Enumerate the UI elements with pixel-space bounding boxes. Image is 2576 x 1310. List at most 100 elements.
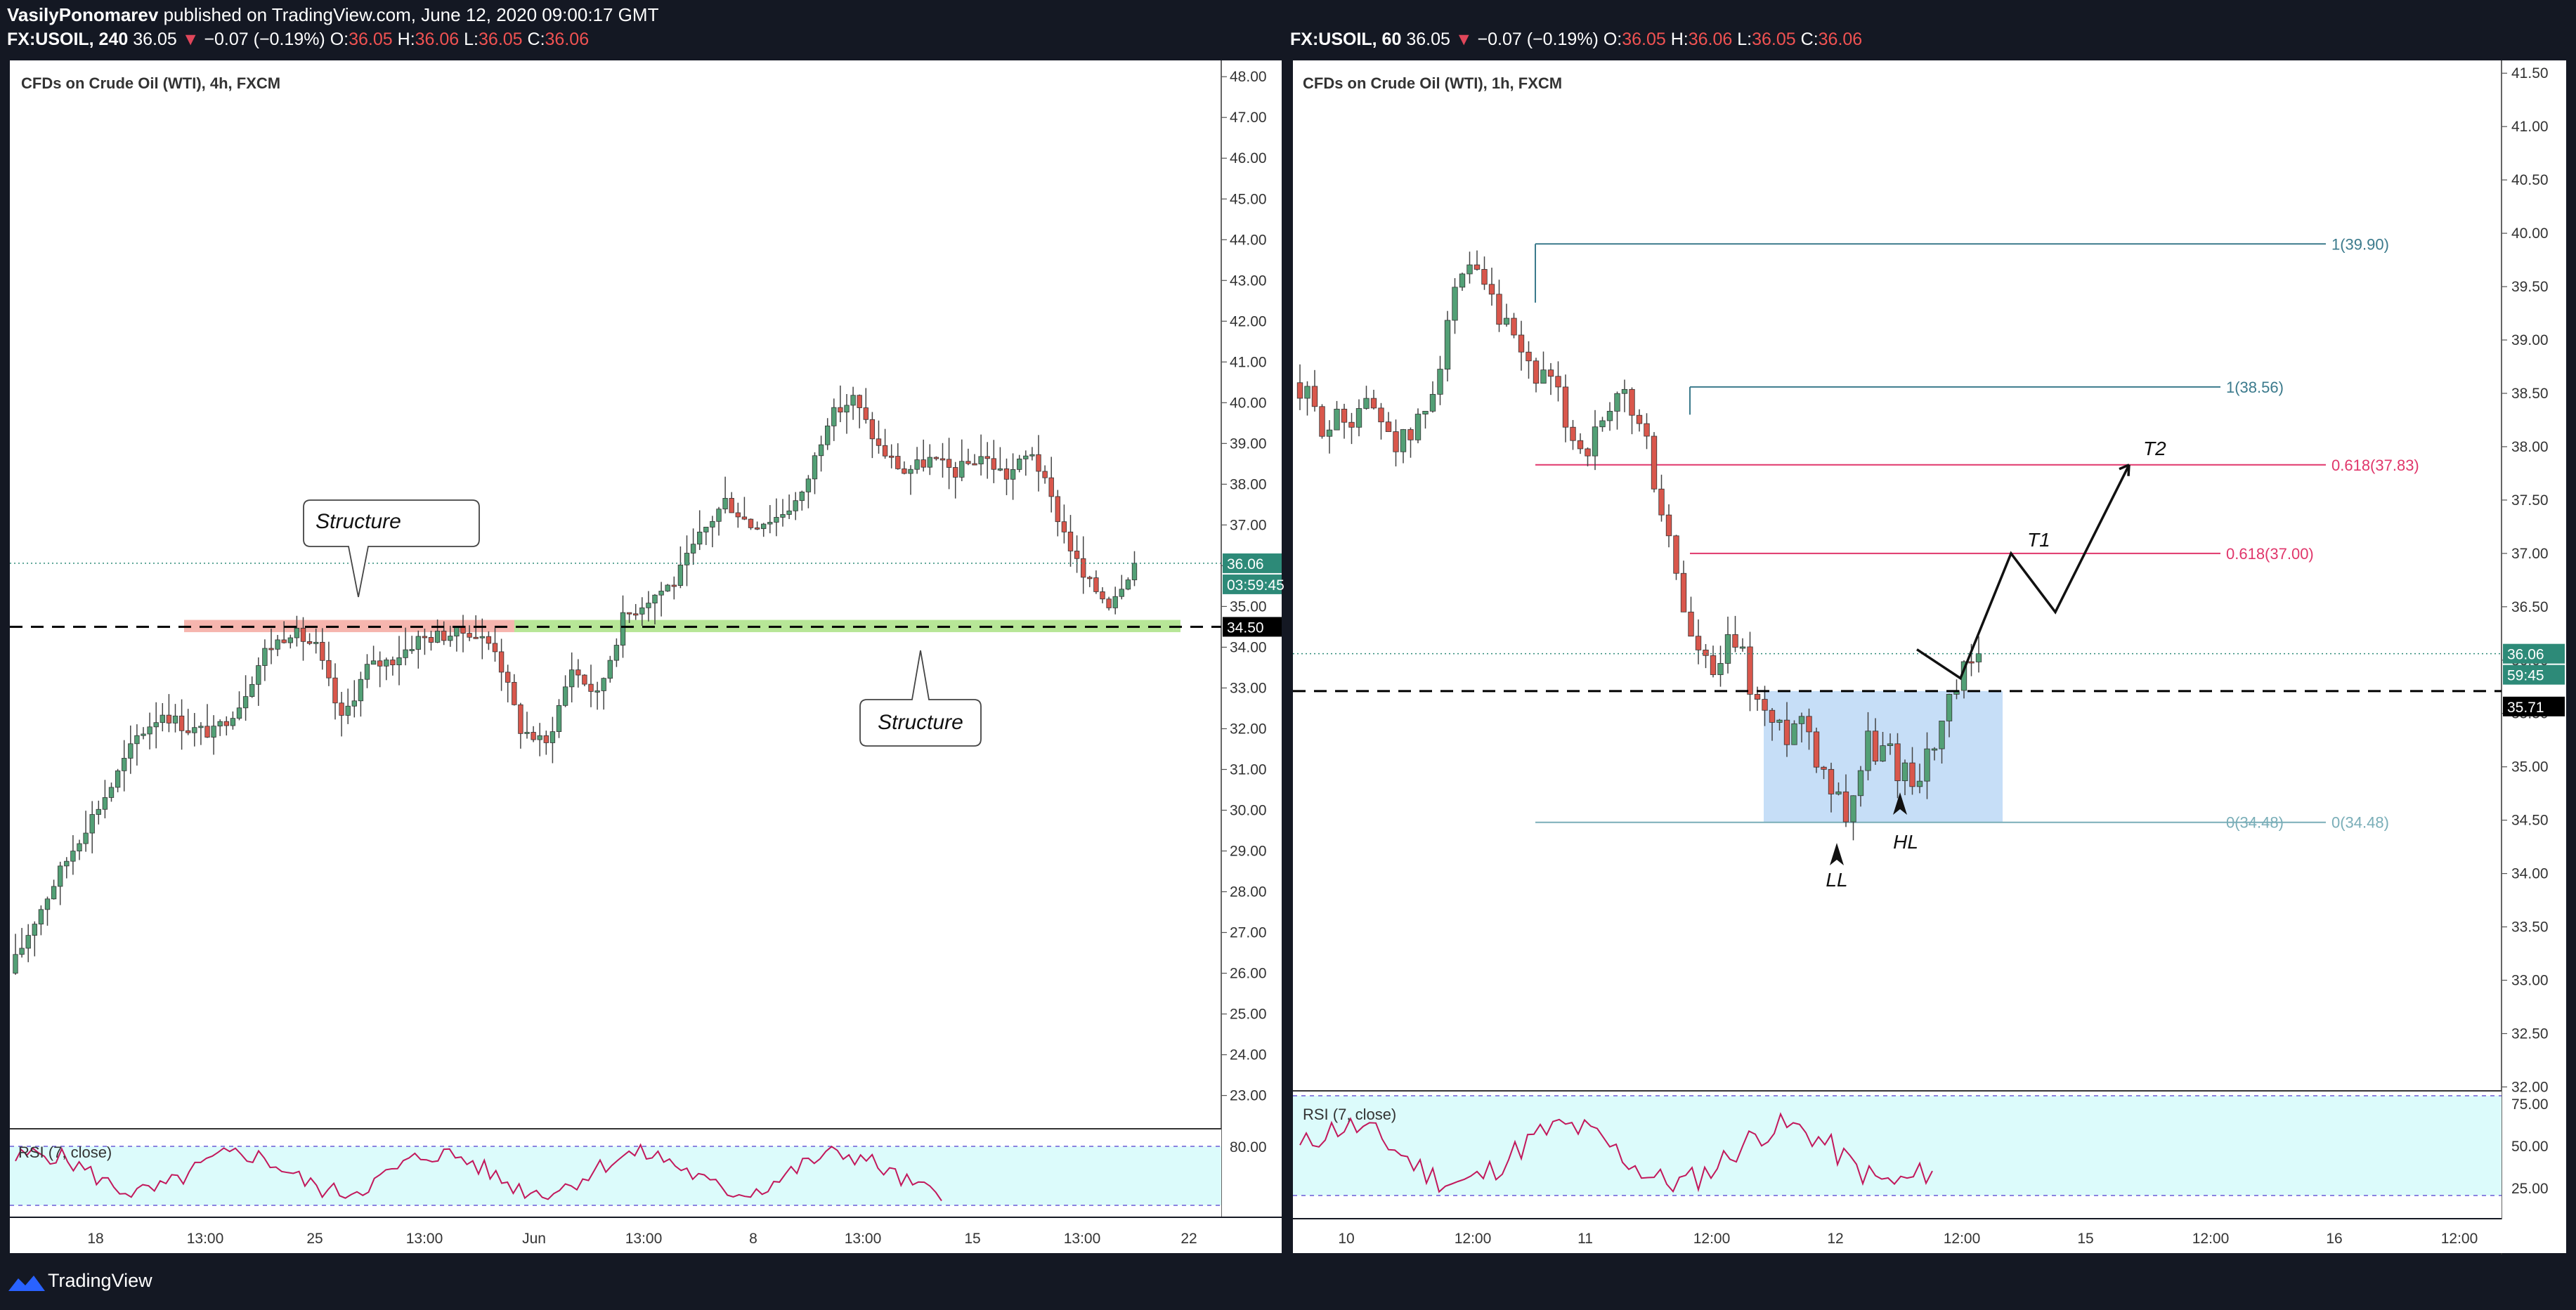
right-candle-body	[1385, 421, 1392, 432]
left-candle-body	[997, 468, 1003, 471]
left-candle-body	[351, 700, 357, 707]
right-candle-body	[1422, 411, 1429, 414]
left-candle-body	[1081, 558, 1086, 578]
left-chart-pane: 48.00 47.00 46.00 45.00 44.00 43.00 42.00 41.00…	[10, 60, 1284, 1253]
right-candle-body	[1474, 264, 1481, 270]
left-candle-body	[646, 603, 651, 608]
left-candle-body	[448, 636, 453, 641]
right-candle-body	[1791, 723, 1797, 745]
left-candle-body	[178, 715, 185, 731]
left-candle-body	[479, 636, 485, 638]
left-candle-body	[1074, 551, 1080, 559]
right-candle-body	[1452, 287, 1458, 321]
right-rsi-tick: 25.00	[2511, 1181, 2549, 1197]
left-candle-body	[77, 843, 82, 852]
left-candle-body	[774, 517, 779, 523]
left-countdown-tag: 03:59:45	[1227, 577, 1284, 594]
left-y-tick-label: 29.00	[1230, 843, 1267, 859]
left-candle-body	[192, 727, 197, 733]
right-rsi-band	[1293, 1096, 2502, 1196]
right-candle-body	[1348, 421, 1355, 428]
right-candle-body	[1378, 407, 1384, 423]
right-candle-body	[1606, 411, 1613, 421]
left-candle-body	[786, 510, 792, 515]
left-candle-body	[370, 660, 377, 665]
left-candle-body	[812, 455, 818, 480]
right-last-price-tag-bg	[2503, 643, 2565, 664]
left-candle-body	[531, 732, 536, 740]
left-candle-body	[780, 514, 786, 518]
left-candle-body	[153, 722, 159, 728]
left-candle-body	[512, 681, 517, 705]
right-candle-body	[1437, 369, 1443, 395]
right-candle-body	[1644, 423, 1650, 437]
left-candle-body	[505, 672, 511, 683]
left-x-tick-label: 13:00	[845, 1231, 882, 1247]
right-candle-body	[1821, 766, 1827, 770]
right-hl-arrow	[1893, 792, 1907, 815]
left-x-tick-label: 13:00	[1064, 1231, 1101, 1247]
right-candle-body	[1311, 386, 1318, 407]
tradingview-logo-icon	[8, 1276, 45, 1291]
right-candle-body	[1939, 721, 1945, 749]
left-candle-body	[287, 637, 293, 643]
left-candle-body	[863, 407, 869, 420]
left-candle-body	[895, 456, 901, 469]
right-price-area	[1293, 60, 2502, 1090]
left-candle-body	[633, 613, 639, 616]
left-x-tick-label: 18	[87, 1231, 103, 1247]
left-structure-label-2: Structure	[878, 711, 963, 734]
left-candle-body	[467, 633, 472, 638]
left-candle-body	[914, 459, 920, 470]
right-y-tick-label: 38.00	[2511, 439, 2549, 455]
left-candle-body	[543, 735, 549, 743]
right-y-tick-label: 36.50	[2511, 599, 2549, 615]
right-candle-body	[1614, 393, 1620, 412]
right-candle-body	[1754, 694, 1761, 700]
right-candle-body	[1717, 663, 1724, 675]
left-y-tick-label: 38.00	[1230, 476, 1267, 492]
left-candle-body	[921, 459, 926, 468]
left-candle-body	[671, 584, 677, 587]
right-y-tick-label: 40.00	[2511, 225, 2549, 242]
left-candle-body	[825, 425, 831, 445]
left-candle-body	[44, 898, 51, 910]
right-fib-label: 1(39.90)	[2331, 235, 2389, 253]
left-level-tag: 34.50	[1227, 620, 1264, 636]
left-y-tick-label: 44.00	[1230, 232, 1267, 248]
right-candle-body	[1621, 388, 1628, 394]
left-y-tick-label: 27.00	[1230, 925, 1267, 941]
left-candle-body	[799, 491, 805, 502]
left-candle-body	[236, 707, 242, 719]
left-candle-body	[249, 683, 255, 697]
tradingview-logo: TradingView	[8, 1270, 152, 1291]
left-candle-body	[549, 731, 556, 743]
left-rsi-label: RSI (7, close)	[18, 1144, 112, 1161]
left-candle-body	[844, 405, 850, 413]
left-candle-body	[1106, 598, 1112, 608]
left-candle-body	[1036, 454, 1041, 472]
right-y-tick-label: 35.00	[2511, 759, 2549, 775]
left-candle-body	[965, 461, 971, 464]
right-candle-body	[1916, 780, 1923, 787]
left-candle-body	[767, 522, 773, 525]
left-y-tick-label: 24.00	[1230, 1047, 1267, 1063]
left-candle-body	[409, 649, 415, 651]
right-candle-body	[1363, 398, 1370, 409]
left-y-tick-label: 42.00	[1230, 313, 1267, 329]
left-candle-body	[735, 512, 741, 518]
left-candle-body	[198, 726, 204, 728]
left-x-tick-label: 22	[1180, 1231, 1197, 1247]
right-candle-body	[1769, 709, 1776, 723]
right-candle-body	[1481, 269, 1488, 285]
left-candle-body	[1029, 454, 1035, 457]
right-ticker-line: FX:USOIL, 60 36.05 ▼ −0.07 (−0.19%) O:36…	[1290, 30, 1862, 49]
right-x-tick-label: 16	[2326, 1231, 2342, 1247]
right-y-tick-label: 41.50	[2511, 65, 2549, 81]
left-candle-body	[626, 612, 632, 615]
left-candle-body	[716, 509, 722, 522]
left-candle-body	[108, 787, 115, 798]
left-candle-body	[933, 457, 939, 459]
left-candle-body	[652, 594, 658, 603]
right-candle-body	[1414, 414, 1422, 440]
